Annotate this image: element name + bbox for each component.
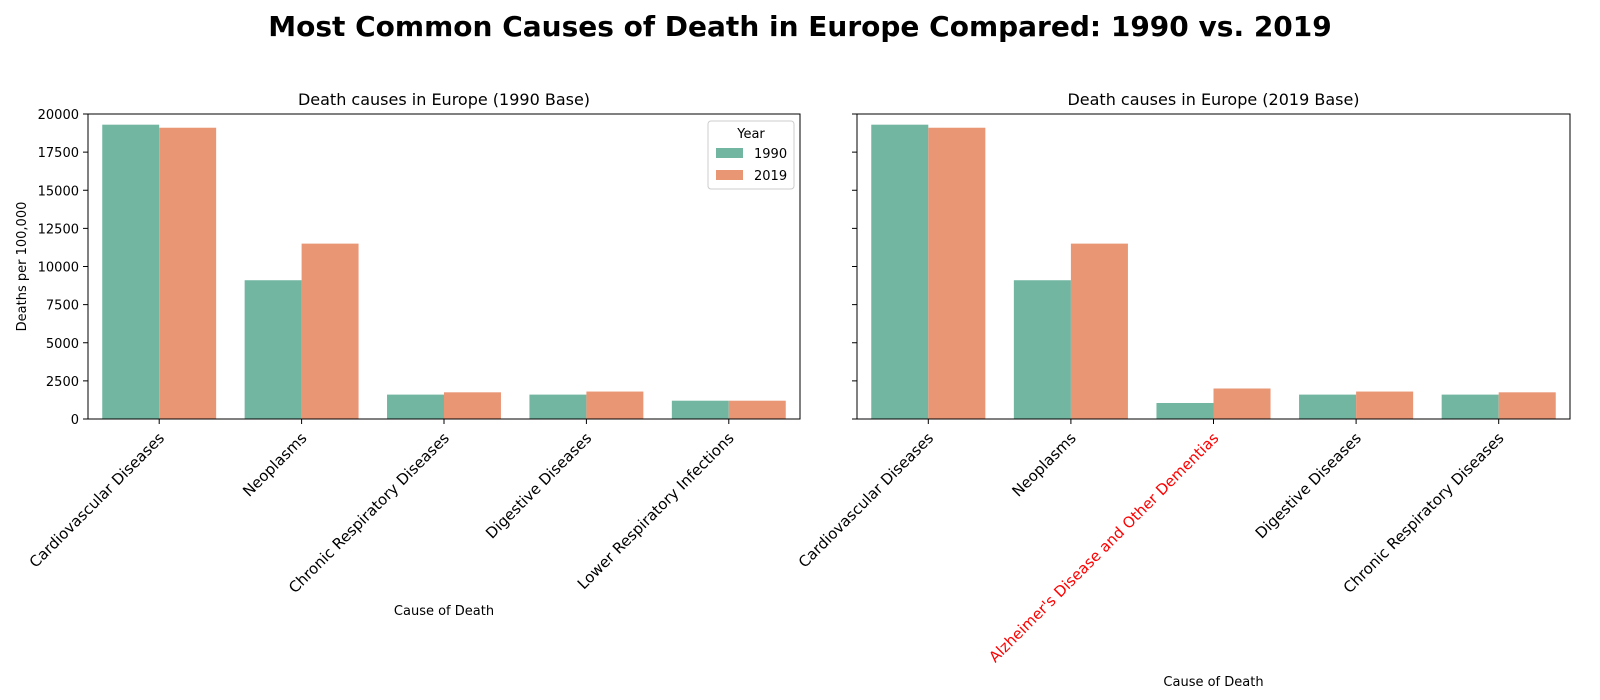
- y-tick-label: 20000: [38, 108, 79, 123]
- bar-2019-chronic-respiratory-diseases: [444, 392, 501, 419]
- figure-title: Most Common Causes of Death in Europe Co…: [268, 10, 1332, 43]
- x-tick-label-chronic-respiratory-diseases: Chronic Respiratory Diseases: [1340, 429, 1508, 597]
- bar-1990-lower-respiratory-infections: [671, 400, 729, 419]
- bar-2019-neoplasms: [301, 243, 359, 419]
- bar-1990-cardiovascular-diseases: [102, 124, 160, 420]
- chart-panel-2019-base: Death causes in Europe (2019 Base) Cardio…: [795, 90, 1571, 690]
- bar-2019-digestive-diseases: [586, 391, 644, 419]
- x-tick-label-digestive-diseases: Digestive Diseases: [1252, 429, 1365, 542]
- panel-title: Death causes in Europe (1990 Base): [298, 90, 590, 109]
- y-tick-label: 2500: [46, 375, 79, 390]
- legend-title: Year: [736, 127, 765, 142]
- x-tick-label-digestive-diseases: Digestive Diseases: [482, 429, 595, 542]
- y-axis-label: Deaths per 100,000: [15, 202, 30, 332]
- panel-title: Death causes in Europe (2019 Base): [1067, 90, 1359, 109]
- legend-label-1990: 1990: [754, 147, 787, 162]
- y-tick-label: 7500: [46, 299, 79, 314]
- bar-2019-cardiovascular-diseases: [928, 127, 986, 419]
- bar-2019-digestive-diseases: [1356, 391, 1414, 419]
- y-tick-label: 0: [71, 413, 79, 428]
- x-tick-label-alzheimer-s-disease-and-other-dementias: Alzheimer's Disease and Other Dementias: [985, 429, 1222, 666]
- bar-1990-chronic-respiratory-diseases: [1441, 394, 1499, 419]
- x-axis-label: Cause of Death: [394, 604, 494, 619]
- bar-2019-neoplasms: [1070, 243, 1128, 419]
- y-tick-label: 17500: [38, 146, 79, 161]
- y-tick-label: 10000: [38, 261, 79, 276]
- legend-label-2019: 2019: [754, 169, 787, 184]
- y-tick-label: 15000: [38, 184, 79, 199]
- y-tick-label: 5000: [46, 337, 79, 352]
- bar-2019-alzheimer-s-disease-and-other-dementias: [1213, 388, 1271, 419]
- x-tick-label-neoplasms: Neoplasms: [239, 429, 310, 500]
- legend-swatch-2019: [716, 170, 743, 180]
- bar-2019-cardiovascular-diseases: [159, 127, 217, 419]
- legend-swatch-1990: [716, 148, 743, 158]
- x-tick-label-neoplasms: Neoplasms: [1008, 429, 1079, 500]
- bar-2019-lower-respiratory-infections: [728, 400, 786, 419]
- bar-2019-chronic-respiratory-diseases: [1498, 392, 1556, 419]
- x-tick-label-chronic-respiratory-diseases: Chronic Respiratory Diseases: [285, 429, 453, 597]
- x-tick-label-lower-respiratory-infections: Lower Respiratory Infections: [574, 429, 738, 593]
- bar-1990-digestive-diseases: [1299, 394, 1357, 419]
- bar-1990-neoplasms: [1013, 280, 1071, 419]
- x-axis-label: Cause of Death: [1163, 675, 1263, 690]
- chart-panel-1990-base: Death causes in Europe (1990 Base) 0 2500 5…: [15, 90, 801, 619]
- bar-1990-chronic-respiratory-diseases: [387, 394, 444, 419]
- bar-1990-digestive-diseases: [529, 394, 587, 419]
- bar-1990-neoplasms: [244, 280, 302, 419]
- legend: Year 1990 2019: [707, 120, 795, 190]
- x-tick-label-cardiovascular-diseases: Cardiovascular Diseases: [795, 429, 937, 571]
- y-tick-label: 12500: [38, 222, 79, 237]
- bar-1990-cardiovascular-diseases: [871, 124, 929, 420]
- bar-1990-alzheimer-s-disease-and-other-dementias: [1156, 402, 1214, 419]
- x-tick-label-cardiovascular-diseases: Cardiovascular Diseases: [26, 429, 168, 571]
